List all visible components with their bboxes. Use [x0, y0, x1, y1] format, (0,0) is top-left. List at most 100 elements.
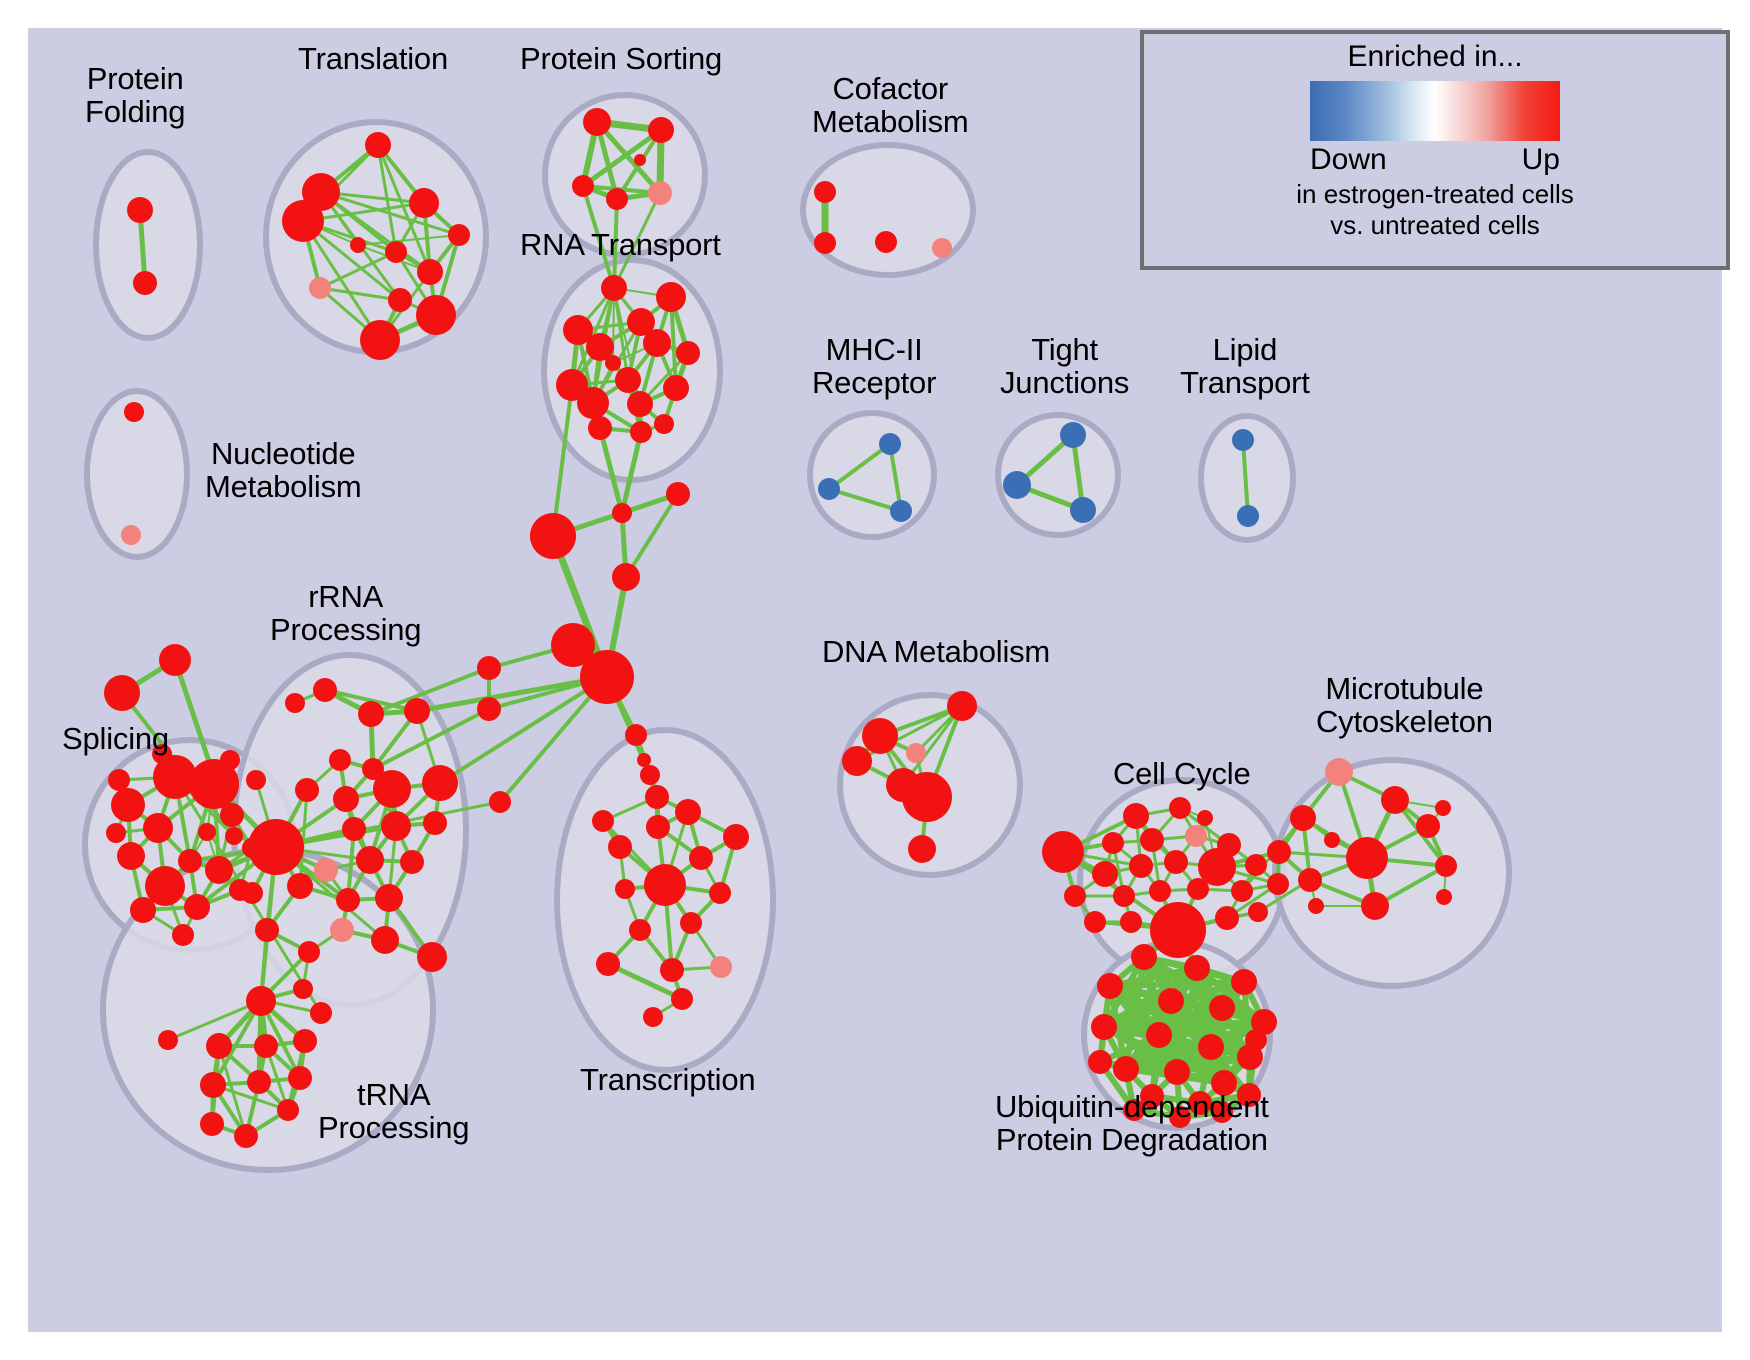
- network-node: [1211, 1101, 1233, 1123]
- network-node: [220, 750, 240, 770]
- network-node: [158, 1030, 178, 1050]
- network-edge: [594, 119, 663, 196]
- legend-panel: Enriched in... Down Up in estrogen-treat…: [1140, 30, 1730, 270]
- network-node: [1209, 995, 1235, 1021]
- network-node: [1308, 898, 1324, 914]
- network-node: [153, 755, 197, 799]
- network-node: [104, 675, 140, 711]
- network-node: [1164, 1059, 1190, 1085]
- network-node: [588, 416, 612, 440]
- network-node: [189, 759, 239, 809]
- network-node: [385, 241, 407, 263]
- network-node: [360, 320, 400, 360]
- cluster-label: rRNA Processing: [270, 579, 422, 648]
- network-node: [404, 698, 430, 724]
- network-node: [205, 856, 233, 884]
- network-node: [143, 813, 173, 843]
- network-node: [648, 181, 672, 205]
- network-node: [1092, 861, 1118, 887]
- network-node: [615, 879, 635, 899]
- network-node: [1232, 429, 1254, 451]
- network-node: [1248, 902, 1268, 922]
- bridge-edge: [624, 492, 680, 579]
- network-node: [723, 824, 749, 850]
- network-node: [1188, 1091, 1212, 1115]
- legend-down-label: Down: [1310, 143, 1387, 176]
- network-node: [612, 563, 640, 591]
- network-node: [1237, 505, 1259, 527]
- network-node: [1102, 832, 1124, 854]
- network-edge: [319, 190, 432, 274]
- network-node: [234, 1124, 258, 1148]
- network-node: [563, 315, 593, 345]
- network-node: [246, 770, 266, 790]
- network-node: [206, 1033, 232, 1059]
- network-node: [489, 791, 511, 813]
- network-node: [293, 979, 313, 999]
- network-node: [1324, 832, 1340, 848]
- network-node: [842, 746, 872, 776]
- network-node: [1416, 814, 1440, 838]
- cluster-label: Splicing: [62, 721, 169, 756]
- network-node: [1211, 1070, 1237, 1096]
- network-node: [709, 882, 731, 904]
- cluster-label: Protein Sorting: [520, 41, 723, 76]
- network-node: [220, 803, 244, 827]
- cluster-hull: [93, 149, 203, 341]
- network-node: [663, 375, 689, 401]
- network-node: [371, 926, 399, 954]
- network-node: [121, 525, 141, 545]
- network-node: [1298, 868, 1322, 892]
- network-edge: [319, 190, 461, 237]
- network-node: [330, 918, 354, 942]
- network-node: [1198, 1034, 1224, 1060]
- network-node: [1435, 855, 1457, 877]
- network-node: [350, 237, 366, 253]
- network-node: [1290, 805, 1316, 831]
- network-node: [902, 772, 952, 822]
- network-node: [225, 827, 243, 845]
- network-node: [362, 758, 384, 780]
- network-node: [277, 1099, 299, 1121]
- cluster-label: Lipid Transport: [1180, 332, 1310, 401]
- network-node: [477, 697, 501, 721]
- network-node: [648, 117, 674, 143]
- network-node: [422, 765, 458, 801]
- network-node: [254, 1034, 278, 1058]
- cluster-label: Microtubule Cytoskeleton: [1316, 671, 1493, 740]
- network-edge: [323, 688, 419, 713]
- network-node: [1131, 944, 1157, 970]
- network-node: [248, 819, 304, 875]
- cluster-label: RNA Transport: [520, 227, 721, 262]
- network-node: [586, 333, 614, 361]
- network-node: [1113, 885, 1135, 907]
- network-node: [932, 238, 952, 258]
- network-node: [130, 897, 156, 923]
- network-edge: [376, 143, 432, 274]
- network-node: [675, 799, 701, 825]
- network-node: [1187, 878, 1209, 900]
- cluster-hull: [84, 388, 190, 560]
- cluster-hull: [807, 410, 937, 540]
- legend-title: Enriched in...: [1347, 40, 1523, 73]
- cluster-label: Tight Junctions: [1000, 332, 1130, 401]
- network-node: [1060, 422, 1086, 448]
- network-node: [1325, 758, 1353, 786]
- network-node: [117, 842, 145, 870]
- network-edge: [827, 487, 903, 513]
- network-node: [654, 414, 674, 434]
- network-node: [313, 678, 337, 702]
- network-node: [1169, 797, 1191, 819]
- network-edge: [301, 219, 382, 342]
- network-node: [314, 858, 338, 882]
- network-node: [285, 693, 305, 713]
- cluster-label: DNA Metabolism: [822, 634, 1051, 669]
- cluster-label: Protein Folding: [85, 61, 186, 130]
- network-node: [629, 919, 651, 941]
- network-node: [606, 188, 628, 210]
- network-node: [108, 769, 130, 791]
- cluster-label: Translation: [298, 41, 448, 76]
- network-node: [1070, 497, 1096, 523]
- network-node: [178, 849, 202, 873]
- network-node: [388, 288, 412, 312]
